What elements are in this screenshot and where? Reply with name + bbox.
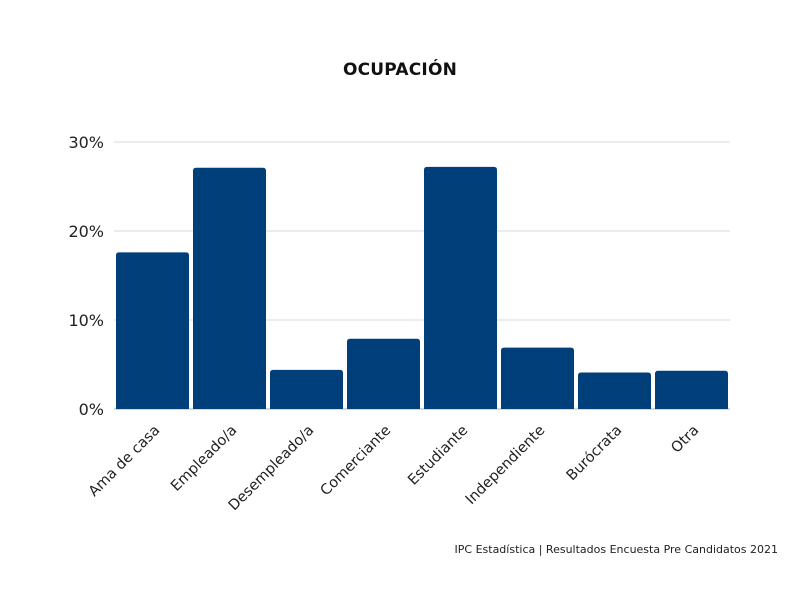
bar-ama-de-casa [116, 252, 189, 409]
x-category-label: Otra [668, 423, 702, 457]
bar-empleado-a [193, 167, 266, 409]
bar-desempleado-a [270, 369, 343, 409]
x-category-label: Burócrata [564, 423, 626, 485]
x-category-label: Independiente [463, 422, 549, 508]
y-tick-label: 20% [68, 222, 104, 241]
y-tick-label: 30% [68, 133, 104, 152]
x-category-label: Estudiante [405, 422, 471, 488]
x-category-label: Comerciante [318, 422, 395, 499]
bars [116, 166, 728, 409]
source-note: IPC Estadística | Resultados Encuesta Pr… [454, 543, 778, 556]
bar-independiente [501, 347, 574, 409]
x-category-label: Empleado/a [168, 423, 240, 495]
x-category-label: Ama de casa [86, 423, 163, 500]
y-axis-ticks: 0% 10% 20% 30% [68, 133, 104, 419]
x-category-label: Desempleado/a [226, 423, 318, 515]
chart-title: OCUPACIÓN [342, 60, 458, 80]
bar-burócrata [578, 372, 651, 409]
bar-comerciante [347, 338, 420, 409]
y-tick-label: 0% [79, 400, 104, 419]
y-tick-label: 10% [68, 311, 104, 330]
bar-estudiante [424, 166, 497, 409]
bar-otra [655, 370, 728, 409]
